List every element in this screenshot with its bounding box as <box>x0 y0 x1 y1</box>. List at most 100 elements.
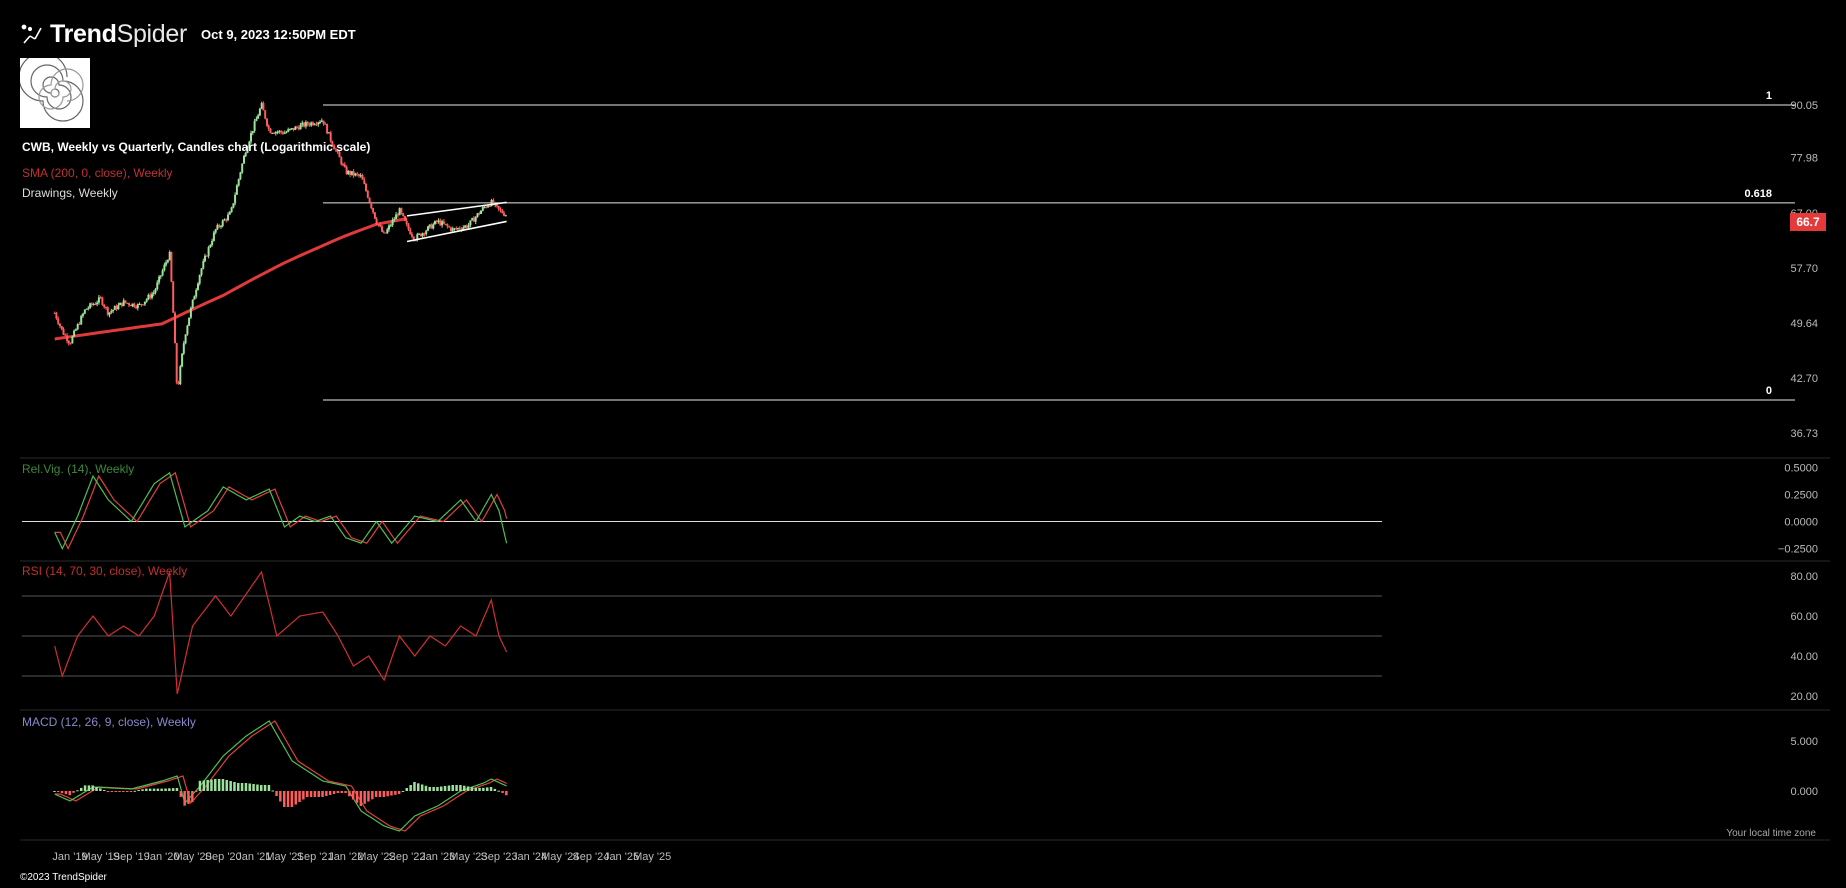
time-axis-label: Sep '23 <box>480 851 517 863</box>
price-axis-label: 90.05 <box>1790 100 1818 112</box>
candle-body <box>103 304 106 307</box>
candle-body <box>359 175 362 177</box>
candle-body <box>326 124 329 134</box>
candle-body <box>83 309 86 314</box>
macd-histogram-bar <box>505 791 508 796</box>
candle-body <box>481 207 484 211</box>
candle-body <box>345 167 348 174</box>
candle-body <box>487 206 490 208</box>
candle-body <box>358 174 360 176</box>
candle-body <box>315 124 318 126</box>
candle-body <box>253 121 256 131</box>
time-axis-label: Jan '25 <box>604 851 639 863</box>
macd-histogram-bar <box>443 786 447 791</box>
candle-body <box>90 303 93 305</box>
macd-histogram-bar <box>474 787 477 791</box>
candle-body <box>504 215 507 217</box>
candle-body <box>453 228 456 230</box>
candle-body <box>365 184 367 191</box>
macd-histogram-bar <box>355 791 359 803</box>
macd-histogram-bar <box>168 788 171 791</box>
candle-body <box>156 282 159 290</box>
candle-body <box>285 131 288 133</box>
fib-level-label: 0 <box>1766 385 1772 397</box>
candle-body <box>82 313 84 316</box>
macd-histogram-bar <box>413 782 416 791</box>
candle-body <box>257 115 260 119</box>
candle-body <box>324 123 327 125</box>
macd-histogram-bar <box>76 790 79 792</box>
drawings-legend: Drawings, Weekly <box>22 186 118 200</box>
candle-body <box>122 300 125 306</box>
candle-body <box>331 141 334 146</box>
candle-body <box>472 218 475 222</box>
macd-histogram-bar <box>129 791 133 792</box>
candle-body <box>147 294 150 300</box>
candle-body <box>386 229 389 234</box>
candle-body <box>416 234 419 241</box>
candle-body <box>191 299 194 308</box>
candle-body <box>205 255 208 257</box>
macd-histogram-bar <box>482 787 485 791</box>
candle-body <box>458 228 461 230</box>
candle-body <box>108 312 111 315</box>
candle-body <box>138 304 141 305</box>
candle-body <box>211 240 214 245</box>
candle-body <box>407 224 410 230</box>
macd-histogram-bar <box>202 780 206 791</box>
macd-histogram-bar <box>286 791 290 807</box>
candle-body <box>57 318 60 324</box>
candle-body <box>393 219 396 221</box>
macd-histogram-bar <box>497 790 500 792</box>
timezone-label[interactable]: Your local time zone <box>1726 828 1816 839</box>
relvig-line <box>54 471 508 550</box>
candle-body <box>106 307 109 315</box>
macd-histogram-bar <box>83 785 87 791</box>
candle-body <box>69 343 72 345</box>
macd-histogram-bar <box>53 791 56 792</box>
macd-histogram-bar <box>160 788 163 791</box>
candle-body <box>161 270 164 276</box>
candle-body <box>437 220 440 222</box>
candle-body <box>174 312 176 344</box>
time-axis-label: Sep '24 <box>572 851 609 863</box>
candle-body <box>312 122 314 125</box>
candle-body <box>474 216 477 222</box>
candle-body <box>145 299 148 302</box>
candle-body <box>289 128 291 130</box>
time-axis-label: Jan '24 <box>512 851 547 863</box>
rsi-axis-label: 40.00 <box>1790 651 1818 663</box>
candle-body <box>366 190 369 198</box>
candle-body <box>152 292 155 294</box>
candle-body <box>435 220 438 222</box>
macd-histogram-bar <box>80 787 83 791</box>
candle-body <box>451 228 454 231</box>
candle-body <box>250 133 252 142</box>
candle-body <box>55 313 58 319</box>
candle-body <box>363 179 366 184</box>
candle-body <box>308 124 311 126</box>
candle-body <box>129 305 132 307</box>
candle-body <box>165 262 168 265</box>
candle-body <box>149 294 152 298</box>
macd-histogram-bar <box>359 791 363 806</box>
candle-body <box>244 152 247 156</box>
macd-histogram-bar <box>306 791 309 797</box>
time-axis-label: Jan '19 <box>52 851 87 863</box>
rsi-axis-label: 80.00 <box>1790 571 1818 583</box>
candle-body <box>241 163 244 173</box>
candle-body <box>441 221 444 226</box>
macd-histogram-bar <box>501 791 504 793</box>
candle-body <box>200 268 203 275</box>
candle-body <box>76 324 79 330</box>
candle-body <box>66 335 69 341</box>
candle-body <box>96 302 99 304</box>
candle-body <box>67 341 70 344</box>
macd-histogram-bar <box>271 790 274 792</box>
candle-body <box>319 122 321 123</box>
candle-body <box>158 276 161 283</box>
candle-body <box>448 226 451 228</box>
candle-body <box>237 178 240 186</box>
macd-histogram-bar <box>417 783 420 792</box>
